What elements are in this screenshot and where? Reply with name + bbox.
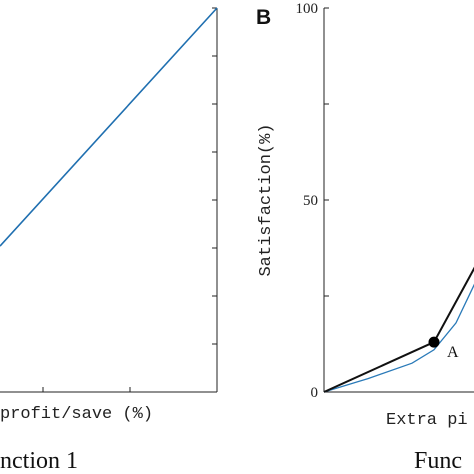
panel-b-ylabel: Satisfaction(%): [257, 123, 276, 276]
panel-b-ytick-label: 100: [296, 1, 319, 17]
panel-b-xlabel: Extra pi: [386, 411, 468, 430]
panel-b-title: Func: [414, 448, 462, 474]
panel-a: profit/save (%) nction 1: [0, 7, 218, 474]
panel-b-yticks: 0 50 100: [296, 1, 329, 401]
panel-b-piecewise-line: [323, 266, 474, 393]
panel-b-ytick-label: 50: [303, 193, 318, 209]
panel-a-title: nction 1: [0, 448, 78, 474]
panel-b-curve: [323, 283, 474, 393]
panel-a-line: [0, 7, 218, 247]
panel-a-series: [0, 7, 218, 247]
panel-b-point-a: [428, 336, 440, 348]
panel-b-series: A: [323, 266, 474, 393]
panel-a-xlabel: profit/save (%): [0, 405, 153, 424]
panel-b-letter: B: [256, 6, 271, 29]
panel-b-ytick-label: 0: [311, 385, 319, 401]
panel-b: B 0 50 100 A Satisfaction(%) Extra pi Func: [256, 1, 474, 474]
panel-a-bottom-ticks: [42, 387, 131, 392]
panel-b-point-label: A: [447, 344, 459, 361]
panel-a-right-ticks: [212, 7, 217, 345]
